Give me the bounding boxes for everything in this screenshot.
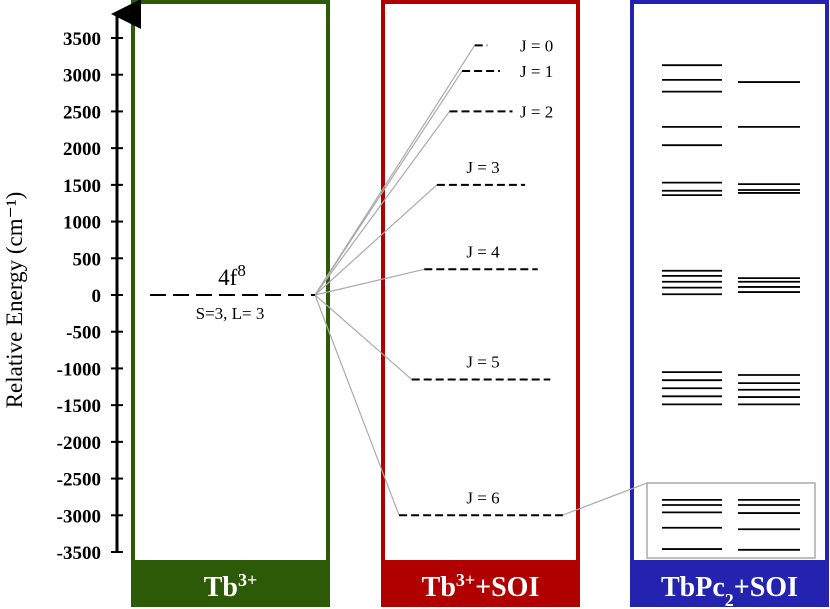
level-label: J = 2 [520, 102, 553, 121]
y-tick-label: 0 [92, 286, 102, 307]
panel-label: TbPc2+SOI [661, 572, 798, 609]
connector [314, 111, 450, 296]
y-axis-label: Relative Energy (cm⁻¹) [2, 192, 27, 409]
y-tick-label: -3000 [57, 506, 101, 527]
level-label-sup: 8 [237, 261, 246, 280]
panel-label-part: Tb [204, 572, 238, 603]
panel-label-part: Tb [422, 572, 456, 603]
level-sublabel: S=3, L= 3 [196, 304, 265, 323]
y-tick-label: 3500 [63, 29, 101, 50]
panel-label: Tb3+ [204, 570, 258, 603]
connector [314, 268, 425, 296]
panel-label: Tb3++SOI [422, 570, 540, 603]
y-tick-label: -3500 [57, 543, 101, 564]
connector [314, 184, 438, 296]
level-label: J = 1 [520, 62, 553, 81]
y-tick-label: -2000 [57, 433, 101, 454]
level-label: J = 6 [466, 488, 499, 507]
background-layer [131, 0, 829, 607]
main-layer: -3500 -3000 -2500 -2000 -1500 -1000 -500 0 500 10… [57, 29, 800, 609]
panel-label-box [381, 563, 580, 607]
panel-label-box [630, 563, 829, 607]
connector [314, 294, 400, 516]
level-label: J = 5 [466, 352, 499, 371]
panel-label-part: TbPc [661, 572, 725, 603]
zoom-connector [562, 482, 648, 516]
level-label: 4f8 [218, 261, 246, 291]
y-tick-label: -1000 [57, 359, 101, 380]
panel-label-part: 2 [725, 590, 734, 609]
panel-label-part: +SOI [734, 572, 798, 603]
panel [131, 0, 330, 564]
panel [630, 0, 829, 564]
panel-label-part: +SOI [475, 572, 539, 603]
level-label: J = 3 [466, 158, 499, 177]
level-label-text: 4f [218, 265, 238, 290]
y-tick-label: 3000 [63, 66, 101, 87]
panel-label-part: 3+ [238, 570, 257, 590]
y-tick-label: 1500 [63, 176, 101, 197]
connector [314, 294, 413, 380]
y-tick-label: 2000 [63, 139, 101, 160]
panel-label-part: 3+ [456, 570, 475, 590]
y-tick-label: 1000 [63, 213, 101, 234]
y-tick-label: 500 [73, 249, 102, 270]
panel [381, 0, 580, 564]
zoom-box [646, 482, 816, 559]
connector [314, 70, 463, 296]
y-tick-label: -500 [66, 323, 101, 344]
y-tick-label: 2500 [63, 102, 101, 123]
y-tick-label: -1500 [57, 396, 101, 417]
level-label: J = 0 [520, 36, 553, 55]
y-tick-label: -2500 [57, 470, 101, 491]
panel-label-box [131, 563, 330, 607]
level-label: J = 4 [466, 242, 500, 261]
